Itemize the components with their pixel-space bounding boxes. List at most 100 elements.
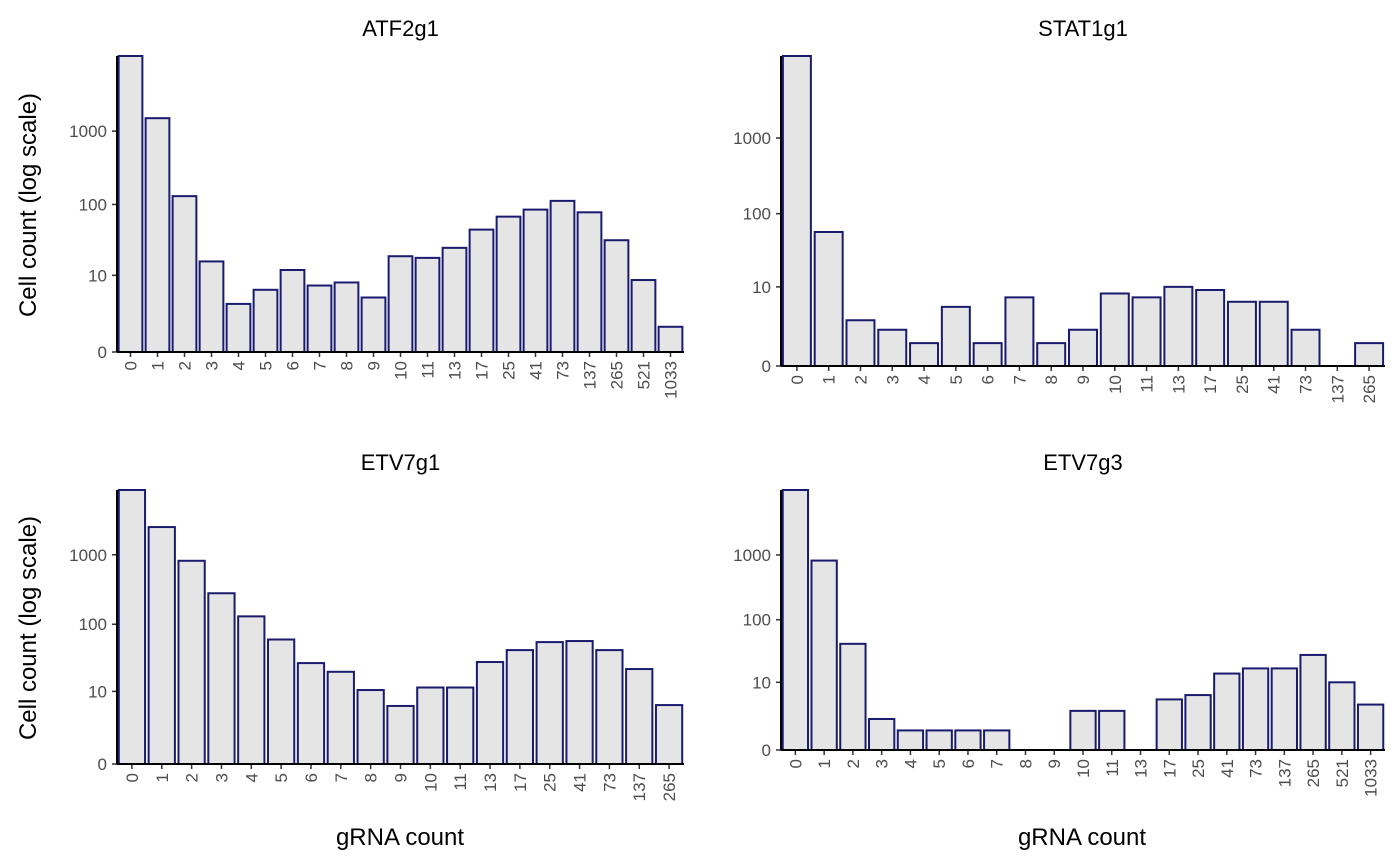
- x-tick-label: 3: [883, 375, 902, 384]
- x-axis-title-right: gRNA count: [1018, 824, 1146, 851]
- y-tick-label: 0: [762, 357, 771, 376]
- panel-ETV7g1: ETV7g1 0 1 2 3 4 5 6 7 8 9 10 11 13 17 25 41 73 137 265 0 10 1…: [69, 450, 684, 801]
- x-tick-label: 137: [630, 773, 649, 801]
- bar-6: [279, 269, 306, 353]
- x-tick-label: 73: [600, 773, 619, 792]
- bar-41: [1258, 300, 1289, 367]
- bar-6: [972, 342, 1003, 367]
- bar-1: [810, 559, 838, 752]
- y-tick-label: 0: [98, 755, 107, 774]
- panel-title: STAT1g1: [1038, 16, 1128, 41]
- x-tick-label: 137: [581, 361, 600, 389]
- bar-10: [1099, 292, 1130, 367]
- bar-41: [522, 208, 549, 353]
- bar-0: [117, 55, 144, 353]
- bar-25: [495, 215, 522, 353]
- x-tick-label: 0: [788, 375, 807, 384]
- x-tick-label: 17: [1160, 759, 1179, 778]
- x-tick-label: 2: [183, 773, 202, 782]
- x-tick-label: 265: [608, 361, 627, 389]
- x-tick-label: 11: [1103, 759, 1122, 777]
- bar-5: [267, 638, 296, 765]
- bar-25: [1184, 694, 1212, 751]
- y-tick-label: 10: [88, 682, 107, 701]
- x-tick-label: 9: [365, 361, 384, 370]
- bar-265: [654, 704, 684, 765]
- bar-73: [549, 199, 576, 353]
- y-tick-label: 1000: [733, 546, 771, 565]
- bar-2: [177, 559, 206, 766]
- x-tick-label: 8: [362, 773, 381, 782]
- x-tick-label: 0: [123, 773, 142, 782]
- bar-521: [1328, 681, 1356, 751]
- bar-9: [360, 296, 387, 353]
- bar-4: [237, 615, 266, 765]
- x-tick-label: 265: [1304, 759, 1323, 787]
- x-tick-label: 11: [419, 361, 438, 379]
- y-tick-label: 10: [752, 673, 771, 692]
- y-tick-label: 0: [762, 741, 771, 760]
- bar-17: [505, 649, 534, 766]
- x-tick-label: 2: [851, 375, 870, 384]
- bar-0: [781, 489, 810, 751]
- bar-10: [387, 255, 414, 353]
- x-tick-label: 5: [257, 361, 276, 370]
- x-tick-label: 10: [392, 361, 411, 380]
- x-tick-label: 137: [1275, 759, 1294, 787]
- bar-1033: [1356, 703, 1385, 751]
- x-tick-label: 0: [786, 759, 805, 768]
- x-tick-label: 41: [1265, 375, 1284, 394]
- x-tick-label: 17: [473, 361, 492, 380]
- x-tick-label: 11: [1138, 375, 1157, 393]
- panel-title: ETV7g1: [361, 450, 441, 475]
- panel-title: ATF2g1: [362, 16, 439, 41]
- x-tick-label: 9: [1045, 759, 1064, 768]
- x-tick-label: 25: [500, 361, 519, 380]
- x-tick-label: 265: [660, 773, 679, 801]
- x-tick-label: 10: [1074, 759, 1093, 778]
- x-tick-label: 8: [338, 361, 357, 370]
- x-tick-label: 6: [979, 375, 998, 384]
- x-tick-label: 41: [1218, 759, 1237, 778]
- bar-7: [306, 284, 333, 353]
- bar-10: [1069, 709, 1097, 751]
- bar-3: [198, 260, 225, 354]
- bar-11: [446, 686, 475, 765]
- bar-10: [416, 686, 445, 765]
- bar-7: [1004, 296, 1035, 367]
- x-tick-label: 13: [481, 773, 500, 792]
- x-tick-label: 5: [272, 773, 291, 782]
- x-tick-label: 1033: [1362, 759, 1381, 797]
- bar-2: [171, 195, 198, 353]
- y-tick-label: 100: [743, 611, 771, 630]
- x-tick-label: 13: [446, 361, 465, 380]
- bar-11: [1131, 296, 1162, 367]
- x-tick-label: 6: [284, 361, 303, 370]
- bar-4: [225, 302, 252, 353]
- bar-5: [925, 729, 953, 752]
- bar-3: [877, 328, 908, 367]
- x-tick-label: 41: [527, 361, 546, 380]
- bar-11: [1098, 709, 1126, 751]
- y-axis-title-top: Cell count (log scale): [15, 93, 42, 317]
- bar-41: [1213, 672, 1241, 751]
- x-tick-label: 6: [302, 773, 321, 782]
- x-tick-label: 8: [1016, 759, 1035, 768]
- x-tick-label: 25: [1233, 375, 1252, 394]
- bar-8: [333, 281, 360, 354]
- x-tick-label: 4: [242, 773, 261, 782]
- bar-0: [781, 55, 812, 367]
- bar-13: [1163, 285, 1194, 368]
- x-tick-label: 7: [332, 773, 351, 782]
- bar-5: [252, 288, 279, 353]
- x-tick-label: 7: [1010, 375, 1029, 384]
- bar-3: [207, 592, 236, 766]
- bar-11: [414, 256, 441, 353]
- bar-521: [630, 279, 657, 354]
- x-tick-label: 41: [571, 773, 590, 792]
- x-tick-label: 1: [153, 773, 172, 782]
- y-tick-label: 10: [88, 266, 107, 285]
